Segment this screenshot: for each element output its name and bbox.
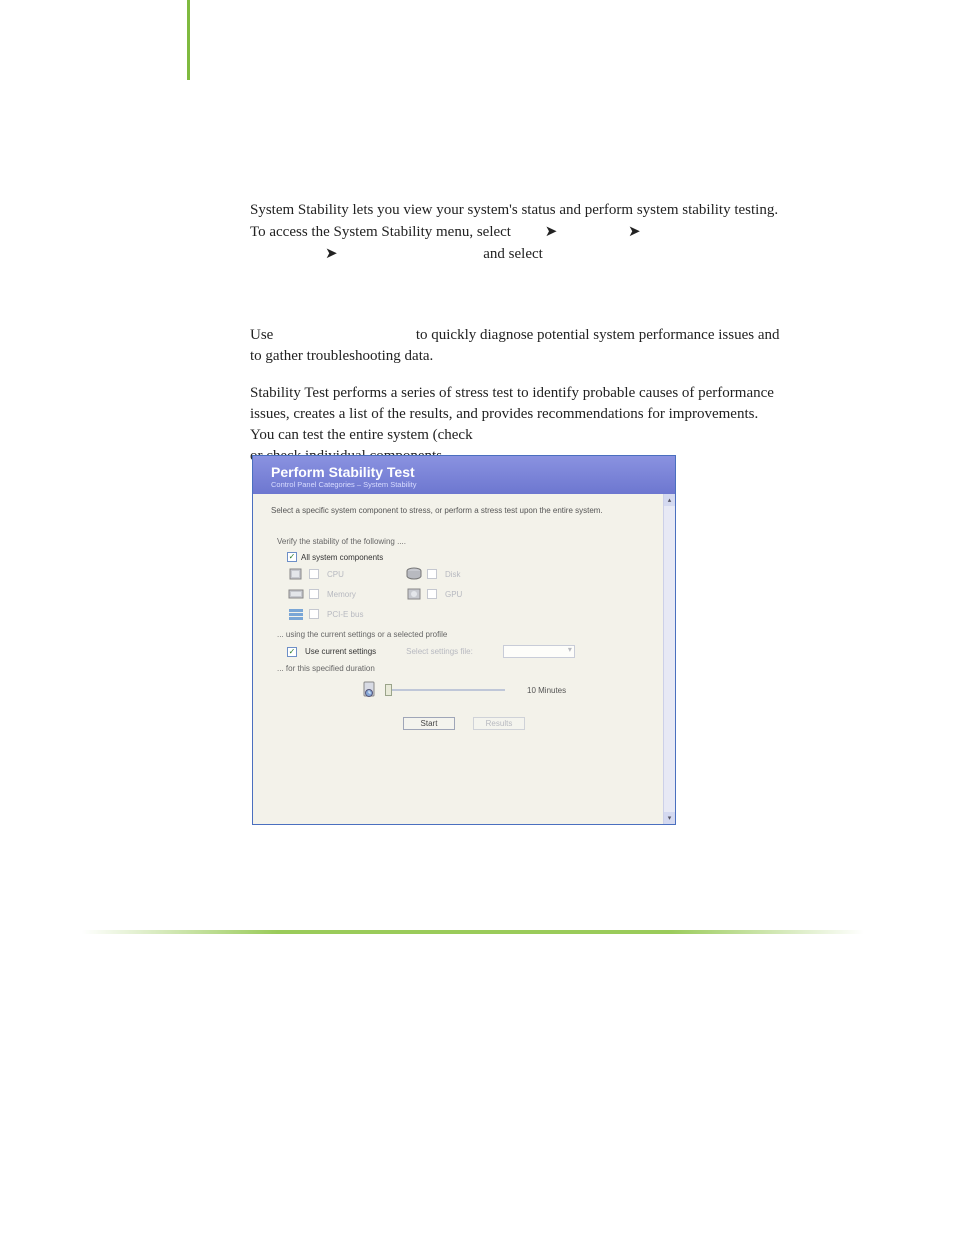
use-current-checkbox[interactable] bbox=[287, 647, 297, 657]
all-components-label: All system components bbox=[301, 553, 383, 562]
select-file-label: Select settings file: bbox=[406, 647, 473, 656]
memory-label: Memory bbox=[327, 590, 356, 599]
page-margin-rule bbox=[187, 0, 190, 80]
dialog-body: Select a specific system component to st… bbox=[253, 494, 675, 824]
paragraph-1: System Stability lets you view your syst… bbox=[250, 200, 780, 265]
breadcrumb-arrow-icon: ➤ bbox=[325, 243, 337, 264]
memory-checkbox[interactable] bbox=[309, 589, 319, 599]
para1-text-a: System Stability lets you view your syst… bbox=[250, 202, 778, 240]
duration-slider-row: 10 Minutes bbox=[361, 681, 657, 699]
memory-icon bbox=[287, 586, 305, 602]
scrollbar[interactable]: ▴ ▾ bbox=[663, 494, 675, 824]
footer-divider bbox=[82, 930, 864, 934]
disk-checkbox[interactable] bbox=[427, 569, 437, 579]
memory-row: Memory bbox=[287, 586, 387, 602]
pcie-row: PCI-E bus bbox=[287, 606, 387, 622]
gpu-row: GPU bbox=[405, 586, 505, 602]
pcie-icon bbox=[287, 606, 305, 622]
pcie-label: PCI-E bus bbox=[327, 610, 363, 619]
dialog-title: Perform Stability Test bbox=[271, 464, 657, 480]
all-components-checkbox[interactable] bbox=[287, 552, 297, 562]
verify-label: Verify the stability of the following ..… bbox=[277, 537, 657, 546]
use-current-label: Use current settings bbox=[305, 647, 376, 656]
all-components-row: All system components bbox=[287, 552, 657, 562]
para2-text-a: Use bbox=[250, 327, 273, 343]
results-button[interactable]: Results bbox=[473, 717, 525, 730]
dialog-subtitle: Control Panel Categories – System Stabil… bbox=[271, 480, 657, 489]
component-grid: CPU Disk Memory GPU bbox=[287, 566, 657, 622]
settings-row: Use current settings Select settings fil… bbox=[287, 645, 657, 658]
gpu-checkbox[interactable] bbox=[427, 589, 437, 599]
duration-value: 10 Minutes bbox=[527, 686, 566, 695]
clock-icon bbox=[361, 681, 377, 699]
cpu-icon bbox=[287, 566, 305, 582]
slider-thumb[interactable] bbox=[385, 684, 392, 696]
cpu-row: CPU bbox=[287, 566, 387, 582]
stability-test-screenshot: Perform Stability Test Control Panel Cat… bbox=[252, 455, 676, 825]
button-row: Start Results bbox=[271, 717, 657, 730]
gpu-icon bbox=[405, 586, 423, 602]
instruction-text: Select a specific system component to st… bbox=[271, 506, 657, 515]
cpu-checkbox[interactable] bbox=[309, 569, 319, 579]
para3-text: Stability Test performs a series of stre… bbox=[250, 385, 774, 443]
duration-slider[interactable] bbox=[385, 689, 505, 691]
disk-row: Disk bbox=[405, 566, 505, 582]
pcie-checkbox[interactable] bbox=[309, 609, 319, 619]
breadcrumb-arrow-icon: ➤ bbox=[628, 221, 640, 242]
breadcrumb-arrow-icon: ➤ bbox=[545, 221, 557, 242]
disk-label: Disk bbox=[445, 570, 461, 579]
para2-text-b: to quickly diagnose potential system per… bbox=[250, 327, 780, 364]
para1-text-b: and select bbox=[483, 246, 543, 262]
profile-label: ... using the current settings or a sele… bbox=[277, 630, 657, 639]
gpu-label: GPU bbox=[445, 590, 462, 599]
duration-label: ... for this specified duration bbox=[277, 664, 657, 673]
scroll-up-icon[interactable]: ▴ bbox=[664, 494, 675, 506]
cpu-label: CPU bbox=[327, 570, 344, 579]
dialog-header: Perform Stability Test Control Panel Cat… bbox=[253, 456, 675, 494]
body-text: System Stability lets you view your syst… bbox=[250, 200, 780, 483]
paragraph-2: Use to quickly diagnose potential system… bbox=[250, 325, 780, 367]
scroll-down-icon[interactable]: ▾ bbox=[664, 812, 675, 824]
disk-icon bbox=[405, 566, 423, 582]
start-button[interactable]: Start bbox=[403, 717, 455, 730]
settings-file-dropdown[interactable] bbox=[503, 645, 575, 658]
